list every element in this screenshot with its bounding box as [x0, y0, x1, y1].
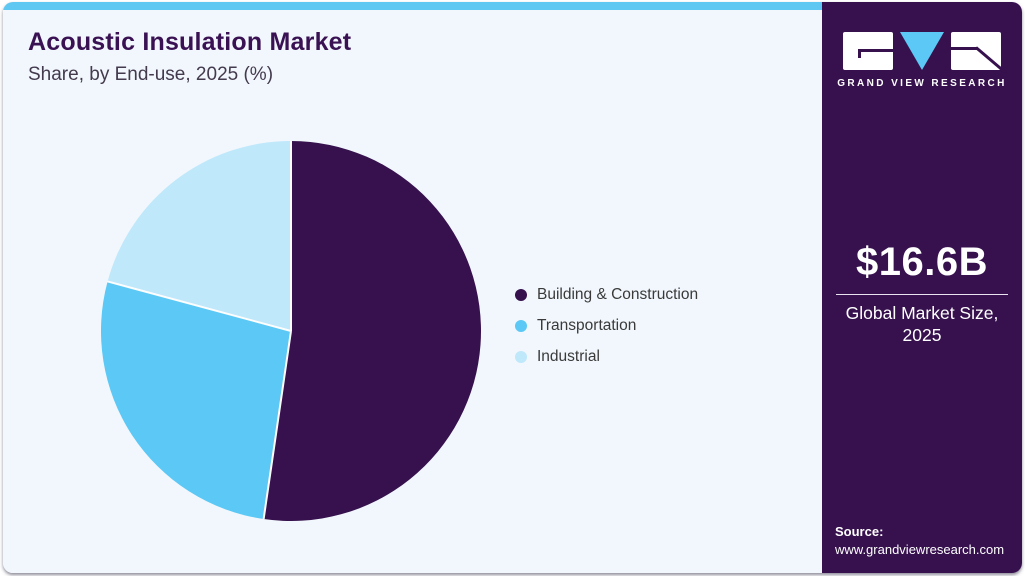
source-label: Source:	[835, 524, 884, 539]
brand-name: GRAND VIEW RESEARCH	[837, 78, 1007, 89]
infographic-frame: Acoustic Insulation Market Share, by End…	[3, 2, 1022, 573]
brand-sidebar: GRAND VIEW RESEARCH $16.6B Global Market…	[822, 2, 1022, 573]
chart-header: Acoustic Insulation Market Share, by End…	[28, 28, 351, 86]
legend-swatch-building-construction	[515, 289, 527, 301]
chart-panel: Acoustic Insulation Market Share, by End…	[3, 2, 822, 573]
market-size-block: $16.6B Global Market Size, 2025	[836, 240, 1008, 347]
legend-swatch-industrial	[515, 351, 527, 363]
pie-chart	[99, 139, 483, 523]
page-subtitle: Share, by End-use, 2025 (%)	[28, 64, 274, 85]
logo-g-icon	[843, 32, 893, 70]
divider	[836, 294, 1008, 295]
market-size-label-line2: 2025	[902, 324, 942, 345]
logo-r-icon	[951, 32, 1007, 75]
market-size-label: Global Market Size, 2025	[836, 303, 1008, 347]
source-url[interactable]: www.grandviewresearch.com	[835, 542, 1005, 557]
top-accent-bar	[3, 2, 822, 10]
chart-legend: Building & Construction Transportation I…	[515, 286, 698, 379]
pie-chart-svg	[100, 141, 481, 521]
market-size-label-line1: Global Market Size,	[845, 303, 999, 323]
logo-v-icon	[900, 32, 944, 70]
legend-label: Building & Construction	[537, 286, 699, 303]
source-block: Source: www.grandviewresearch.com	[835, 524, 1004, 557]
legend-item-industrial: Industrial	[515, 348, 698, 366]
legend-swatch-transportation	[515, 320, 527, 332]
legend-item-building-construction: Building & Construction	[515, 286, 698, 304]
legend-label: Industrial	[537, 348, 600, 365]
legend-label: Transportation	[537, 317, 637, 334]
gvr-logo	[822, 32, 1022, 75]
market-size-value: $16.6B	[856, 240, 988, 284]
legend-item-transportation: Transportation	[515, 317, 698, 335]
page-title: Acoustic Insulation Market	[28, 28, 352, 56]
